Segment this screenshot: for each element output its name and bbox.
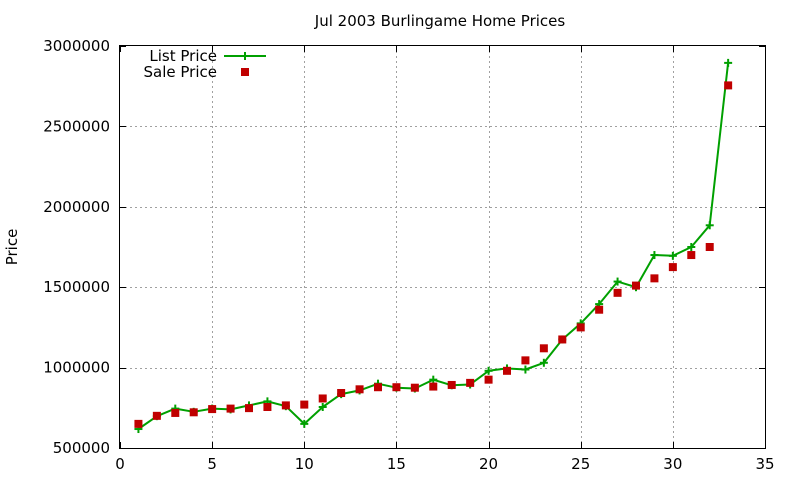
list-price-line xyxy=(137,62,730,430)
sale-price-point xyxy=(503,366,511,375)
sale-price-point xyxy=(466,378,475,387)
y-tick-label: 3000000 xyxy=(43,37,110,55)
series-sale-price xyxy=(134,81,733,428)
sale-price-point xyxy=(189,408,198,417)
sale-price-point xyxy=(171,408,180,417)
legend-label: Sale Price xyxy=(144,63,217,81)
sale-price-point xyxy=(245,404,253,413)
x-tick-label: 35 xyxy=(755,455,774,473)
sale-price-point xyxy=(208,405,217,414)
legend-plus-marker xyxy=(241,52,249,60)
sale-price-point xyxy=(668,263,677,272)
x-tick-label: 25 xyxy=(571,455,590,473)
sale-price-point xyxy=(521,356,530,365)
plot-series xyxy=(134,58,733,434)
sale-price-point xyxy=(410,383,419,392)
sale-price-point xyxy=(374,383,382,392)
y-tick-label: 2500000 xyxy=(43,117,110,135)
legend-label: List Price xyxy=(149,47,217,65)
x-tick-label: 0 xyxy=(115,455,125,473)
sale-price-point xyxy=(152,411,161,420)
sale-price-point xyxy=(263,402,272,411)
list-price-point xyxy=(318,402,327,411)
x-tick-label: 20 xyxy=(479,455,498,473)
sale-price-point xyxy=(281,401,290,410)
list-price-point xyxy=(668,251,677,260)
sale-price-point xyxy=(226,404,235,413)
sale-price-point xyxy=(613,288,622,297)
sale-price-point xyxy=(300,400,309,409)
list-price-point xyxy=(300,419,309,428)
sale-price-point xyxy=(558,335,567,344)
sale-price-point xyxy=(539,344,548,353)
list-price-point xyxy=(687,243,696,251)
sale-price-point xyxy=(724,81,733,90)
sale-price-point xyxy=(650,274,659,283)
y-tick-label: 500000 xyxy=(53,439,110,457)
x-tick-label: 5 xyxy=(207,455,217,473)
list-price-point xyxy=(539,358,548,367)
sale-price-point xyxy=(318,394,327,403)
x-tick-label: 10 xyxy=(295,455,314,473)
y-tick-label: 1500000 xyxy=(43,278,110,296)
grid-lines xyxy=(120,46,765,448)
sale-price-point xyxy=(355,385,364,394)
sale-price-point xyxy=(705,243,714,251)
y-tick-label: 1000000 xyxy=(43,359,110,377)
sale-price-point xyxy=(595,305,604,314)
list-price-point xyxy=(429,375,438,384)
sale-price-point xyxy=(632,281,640,290)
sale-price-point xyxy=(392,383,401,392)
list-price-point xyxy=(724,58,733,67)
list-price-point xyxy=(705,221,714,230)
sale-price-point xyxy=(576,323,585,332)
sale-price-point xyxy=(134,419,143,428)
list-price-point xyxy=(613,277,622,286)
axis-ticks: 0 5 10 15 20 25 30 35 500000 1000000 1500000 200000… xyxy=(43,37,774,473)
series-list-price xyxy=(134,58,733,434)
sale-price-point xyxy=(447,380,456,389)
x-tick-label: 15 xyxy=(387,455,406,473)
list-price-point xyxy=(650,251,659,260)
list-price-point xyxy=(521,365,530,374)
chart-title: Jul 2003 Burlingame Home Prices xyxy=(314,12,566,30)
sale-price-point xyxy=(337,389,346,398)
legend-square-marker xyxy=(241,68,249,76)
y-axis-title: Price xyxy=(3,229,21,266)
sale-price-point xyxy=(484,375,493,384)
sale-price-point xyxy=(687,251,696,260)
list-price-point xyxy=(484,366,493,375)
y-tick-label: 2000000 xyxy=(43,198,110,216)
x-tick-label: 30 xyxy=(663,455,682,473)
sale-price-point xyxy=(429,382,438,391)
plot-frame xyxy=(119,45,766,449)
